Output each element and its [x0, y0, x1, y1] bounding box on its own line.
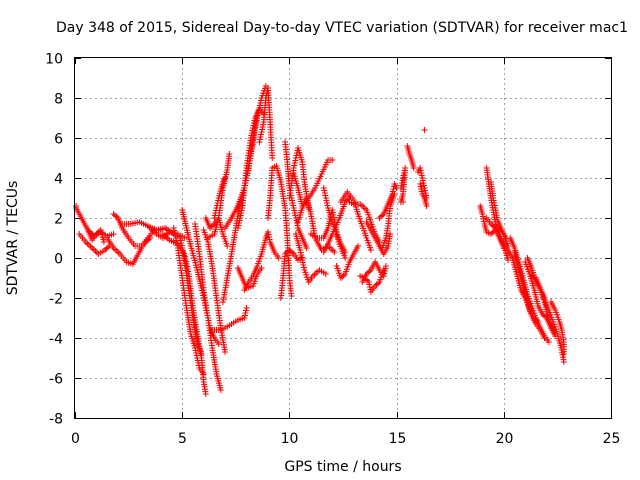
y-tick-label: -4 [49, 332, 63, 348]
data-point [222, 175, 229, 181]
data-point [275, 255, 282, 261]
y-tick-label: 10 [45, 52, 63, 68]
data-point [379, 212, 386, 219]
data-point [226, 151, 233, 157]
y-tick-label: -8 [49, 412, 63, 428]
data-point [489, 229, 496, 236]
data-point [372, 283, 379, 289]
data-point [282, 251, 289, 257]
data-point [355, 243, 362, 249]
data-point [375, 280, 382, 287]
y-axis-ticks: -8 -6 -4 -2 0 2 4 6 8 10 [45, 52, 611, 428]
x-tick-label: 10 [281, 431, 299, 447]
data-point [560, 351, 567, 357]
data-point [541, 335, 548, 341]
data-point [329, 157, 336, 163]
data-point [560, 359, 567, 365]
y-tick-label: -2 [49, 292, 63, 308]
data-point [364, 277, 371, 284]
data-point [144, 237, 151, 244]
data-point [104, 244, 111, 251]
y-tick-label: 2 [54, 212, 63, 228]
data-point [342, 249, 349, 255]
grid-lines [75, 58, 611, 418]
data-point [540, 312, 547, 319]
data-point [421, 127, 428, 133]
data-point [322, 271, 329, 277]
data-point [363, 271, 370, 277]
data-point [367, 247, 374, 253]
data-point [376, 215, 383, 221]
data-point [207, 225, 214, 231]
x-axis-label: GPS time / hours [284, 459, 401, 475]
data-point [215, 341, 222, 347]
data-point [391, 191, 398, 197]
x-tick-label: 0 [71, 431, 80, 447]
x-tick-label: 25 [603, 431, 621, 447]
data-points [73, 83, 567, 397]
data-point [489, 222, 496, 229]
data-point [345, 196, 352, 203]
data-point [487, 231, 494, 237]
data-point [224, 243, 231, 249]
data-point [340, 272, 347, 279]
data-point [387, 231, 394, 237]
y-tick-label: -6 [49, 372, 63, 388]
data-point [331, 249, 338, 255]
data-point [423, 203, 430, 209]
plot-frame [74, 57, 612, 419]
data-point [100, 239, 107, 245]
data-point [410, 165, 417, 171]
data-point [103, 245, 110, 252]
data-point [202, 391, 209, 397]
data-point [365, 269, 372, 276]
data-point [269, 155, 276, 161]
data-point [377, 213, 384, 220]
data-point [217, 387, 224, 393]
data-point [113, 213, 120, 220]
data-point [337, 275, 344, 281]
data-point [545, 339, 552, 345]
data-point [200, 371, 207, 377]
data-point [343, 197, 350, 204]
y-tick-label: 4 [54, 172, 63, 188]
y-tick-label: 6 [54, 132, 63, 148]
data-point [222, 349, 229, 355]
data-point [487, 221, 494, 227]
x-tick-label: 20 [496, 431, 514, 447]
data-point [110, 211, 117, 217]
data-point [289, 249, 296, 256]
data-point [288, 293, 295, 299]
x-tick-label: 15 [389, 431, 407, 447]
data-point [286, 247, 293, 253]
x-tick-label: 5 [178, 431, 187, 447]
data-point [102, 247, 109, 253]
data-point [339, 273, 346, 280]
data-point [112, 212, 119, 219]
data-point [382, 263, 389, 269]
data-point [198, 351, 205, 357]
data-point [342, 255, 349, 261]
y-tick-label: 8 [54, 92, 63, 108]
data-point [400, 199, 407, 205]
data-point [552, 331, 559, 337]
data-point [303, 245, 310, 251]
data-point [366, 268, 373, 275]
data-point [110, 231, 117, 237]
y-tick-label: 0 [54, 252, 63, 268]
data-point [258, 265, 265, 271]
data-point [490, 223, 497, 230]
data-point [283, 249, 290, 256]
chart-title: Day 348 of 2015, Sidereal Day-to-day VTE… [56, 20, 628, 36]
data-point [287, 248, 294, 255]
y-axis-label: SDTVAR / TECUs [5, 181, 21, 296]
data-point [243, 305, 250, 311]
data-point [373, 281, 380, 288]
